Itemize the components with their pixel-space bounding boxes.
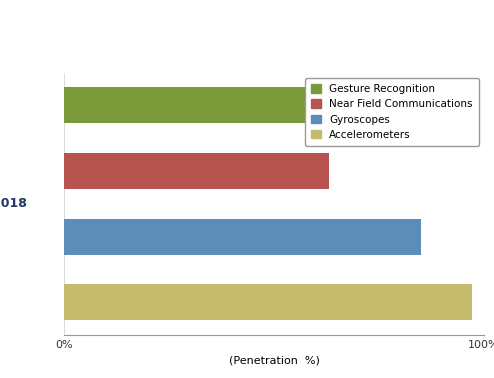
Bar [64, 218, 421, 254]
Text: 2018: 2018 [0, 197, 27, 210]
Bar [64, 87, 358, 124]
Text: Smartphone Technology/Feature Attach Rate: Smartphone Technology/Feature Attach Rat… [7, 12, 288, 25]
Text: Source: ABI Research: Source: ABI Research [7, 359, 127, 369]
Legend: Gesture Recognition, Near Field Communications, Gyroscopes, Accelerometers: Gesture Recognition, Near Field Communic… [305, 78, 479, 146]
Bar [64, 153, 329, 189]
Bar [64, 284, 471, 320]
Text: World Market, 2018: World Market, 2018 [7, 35, 130, 48]
X-axis label: (Penetration  %): (Penetration %) [229, 355, 320, 365]
